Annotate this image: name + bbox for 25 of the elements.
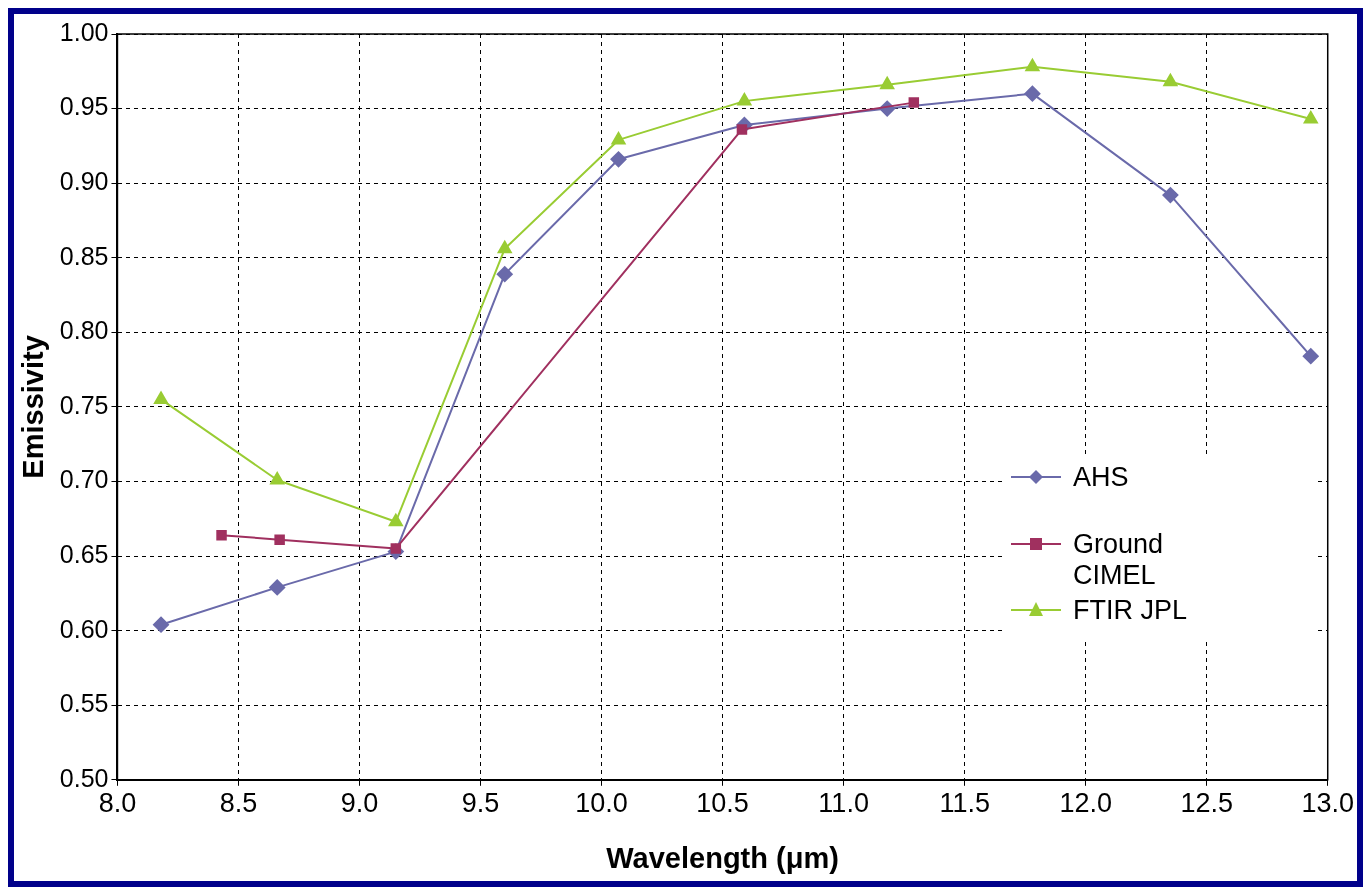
- y-tick-label: 0.95: [59, 92, 109, 121]
- x-tick-label: 11.5: [939, 788, 990, 819]
- x-tick-label: 9.5: [461, 788, 500, 819]
- legend-label: FTIR JPL: [1073, 595, 1188, 626]
- x-tick-label: 12.5: [1180, 788, 1233, 819]
- x-tick-label: 8.5: [219, 788, 258, 819]
- x-axis-title: Wavelength (μm): [606, 841, 839, 874]
- legend-label: AHS: [1073, 462, 1130, 493]
- x-tick-label: 12.0: [1059, 788, 1112, 819]
- y-tick-label: 0.55: [59, 689, 109, 718]
- x-tick-label: 13.0: [1301, 788, 1355, 819]
- y-tick-label: 0.60: [59, 614, 109, 643]
- x-tick-label: 11.0: [818, 788, 869, 819]
- y-tick-label: 1.00: [59, 17, 109, 46]
- y-tick-label: 0.75: [59, 390, 109, 419]
- y-tick-label: 0.80: [59, 316, 109, 345]
- y-tick-label: 0.70: [59, 465, 109, 494]
- y-tick-label: 0.65: [59, 539, 109, 568]
- x-tick-label: 9.0: [340, 788, 379, 819]
- y-tick-label: 0.90: [59, 167, 109, 196]
- x-tick-label: 10.0: [575, 788, 628, 819]
- x-tick-label: 10.5: [696, 788, 749, 819]
- y-tick-label: 0.85: [59, 241, 109, 270]
- y-axis-title: Emissivity: [17, 335, 50, 479]
- legend-label: Ground CIMEL: [1073, 529, 1165, 591]
